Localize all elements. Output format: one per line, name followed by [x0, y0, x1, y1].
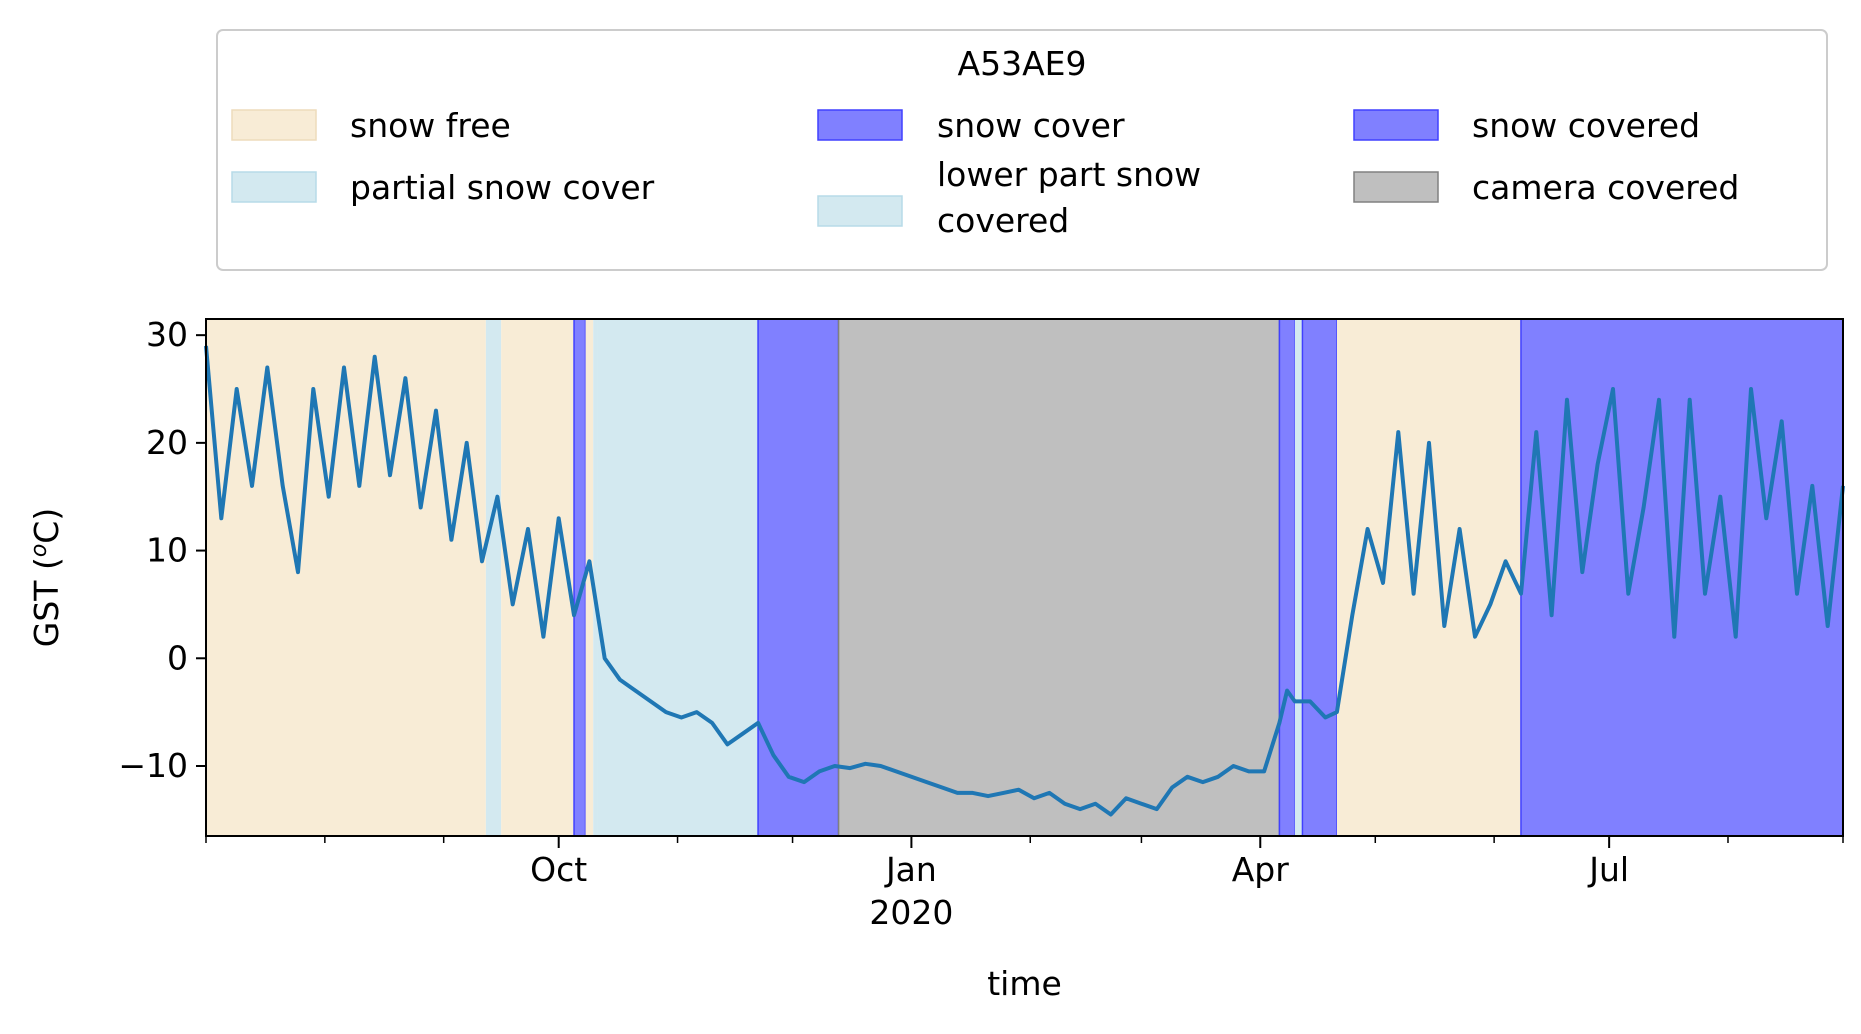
legend-label: snow free — [350, 106, 511, 145]
legend-label: partial snow cover — [350, 168, 655, 207]
band-snow-cover — [1301, 318, 1338, 837]
y-tick-label: 30 — [146, 315, 188, 354]
band-snow-free — [501, 319, 575, 836]
plot-frame — [205, 318, 1844, 837]
y-axis-label: GST (oC) — [27, 508, 66, 647]
y-axis: 30 20 10 0 −10 — [118, 315, 206, 785]
legend-swatch — [817, 195, 903, 227]
band-snow-covered — [1520, 318, 1844, 837]
band-snow-cover — [757, 318, 840, 837]
band-snow-free — [1336, 319, 1521, 836]
legend-label: snow cover — [937, 106, 1125, 145]
legend-box — [216, 29, 1828, 271]
band-partial-snow-cover — [485, 319, 502, 836]
legend-swatch — [817, 109, 903, 141]
band-snow-free — [206, 319, 486, 836]
x-tick-label: Jul — [1587, 850, 1629, 889]
x-tick-sublabel: 2020 — [869, 893, 953, 932]
legend-entries: snow free partial snow cover snow cover low… — [231, 106, 1739, 240]
gst-series — [204, 345, 1845, 817]
band-camera-covered — [837, 318, 1281, 837]
band-partial-snow-cover — [1294, 319, 1303, 836]
x-axis: Oct Jan 2020 Apr Jul — [205, 836, 1844, 932]
band-partial-snow-cover — [593, 319, 598, 836]
band-snow-free — [585, 319, 594, 836]
legend-title: A53AE9 — [958, 44, 1087, 83]
legend: A53AE9 snow free partial snow cover snow c… — [216, 29, 1828, 271]
legend-swatch — [231, 109, 317, 141]
band-snow-cover — [1278, 318, 1296, 837]
x-tick-label: Oct — [530, 850, 587, 889]
x-tick-label: Jan — [884, 850, 937, 889]
y-tick-label: 10 — [146, 531, 188, 570]
legend-label: snow covered — [1472, 106, 1700, 145]
y-tick-label: −10 — [118, 746, 188, 785]
legend-swatch — [1353, 171, 1439, 203]
legend-label: lower part snow covered — [937, 155, 1201, 240]
legend-label: camera covered — [1472, 168, 1739, 207]
legend-swatch — [231, 171, 317, 203]
y-tick-label: 20 — [146, 423, 188, 462]
legend-swatch — [1353, 109, 1439, 141]
gst-line — [204, 345, 1845, 817]
y-tick-label: 0 — [167, 638, 188, 677]
x-axis-label: time — [987, 964, 1062, 1003]
band-partial-snow-cover — [597, 319, 759, 836]
x-tick-label: Apr — [1232, 850, 1290, 889]
cover-bands — [206, 318, 1844, 837]
